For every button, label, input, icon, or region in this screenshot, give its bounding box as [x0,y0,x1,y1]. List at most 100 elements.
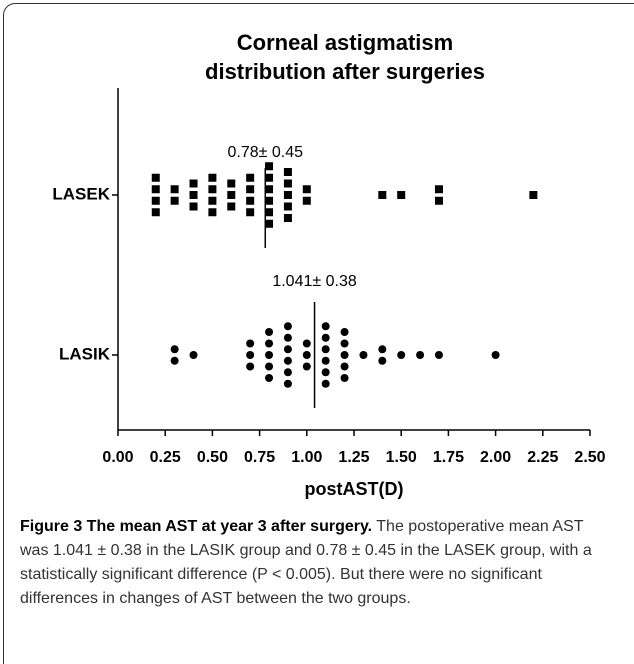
point [321,322,330,331]
point [227,179,236,188]
caption-title: Figure 3 The mean AST at year 3 after su… [20,518,373,535]
point [246,339,255,348]
chart-title: distribution after surgeries [205,59,485,84]
x-tick-label: 1.25 [338,449,369,466]
x-tick-label: 0.75 [244,449,275,466]
point [302,339,311,348]
x-tick-label: 1.75 [433,449,464,466]
chart-title: Corneal astigmatism [237,30,453,55]
point [434,185,443,194]
point [265,162,274,171]
point [283,202,292,211]
point [170,196,179,205]
mean-annotation: 1.041± 0.38 [272,273,357,290]
figure-frame [3,3,634,664]
point [283,191,292,199]
y-tick-label: LASIK [59,344,111,363]
point [378,191,387,199]
point [302,185,311,194]
point [434,351,443,359]
x-tick-label: 1.50 [386,449,417,466]
point [283,368,292,377]
point [170,356,179,365]
x-tick-label: 2.00 [480,449,511,466]
point [227,191,236,199]
x-tick-label: 0.00 [102,449,133,466]
point [491,351,500,359]
point [151,196,160,205]
x-tick-label: 2.25 [527,449,558,466]
point [265,362,274,371]
mean-annotation: 0.78± 0.45 [228,144,304,161]
point [283,379,292,388]
point [189,179,198,188]
point [189,351,198,359]
caption-text: The postoperative mean AST was 1.041 ± 0… [20,518,592,607]
point [378,356,387,365]
page: Corneal astigmatism distribution after s… [3,3,634,664]
point [283,168,292,176]
point [208,208,217,217]
point [340,351,349,359]
point [170,185,179,194]
point [151,173,160,182]
point [340,362,349,371]
point [189,202,198,211]
x-tick-label: 1.00 [291,449,322,466]
point [265,196,274,205]
point [151,208,160,217]
point [265,219,274,228]
caption: Figure 3 The mean AST at year 3 after su… [20,515,610,611]
x-tick-label: 2.50 [574,449,605,466]
point [321,379,330,388]
point [283,345,292,354]
point [265,173,274,182]
point [265,208,274,217]
point [246,173,255,182]
point [340,328,349,336]
point [321,345,330,354]
x-tick-label: 0.25 [150,449,181,466]
point [283,356,292,365]
point [283,322,292,331]
y-tick-label: LASEK [52,184,110,203]
x-tick-label: 0.50 [197,449,228,466]
point [151,185,160,194]
point [208,185,217,194]
point [359,351,368,359]
point [340,374,349,382]
point [227,202,236,211]
point [246,185,255,194]
point [208,196,217,205]
point [265,374,274,382]
point [283,214,292,222]
point [434,196,443,205]
point [302,351,311,359]
point [321,368,330,377]
point [189,191,198,199]
point [265,339,274,348]
chart: Corneal astigmatism distribution after s… [52,30,605,499]
point [246,208,255,217]
point [529,191,538,199]
point [302,196,311,205]
point [283,179,292,188]
point [321,333,330,342]
point [265,351,274,359]
point [321,356,330,365]
point [246,196,255,205]
point [246,362,255,371]
point [302,362,311,371]
point [265,185,274,194]
point [265,328,274,336]
point [397,191,406,199]
point [208,173,217,182]
point [340,339,349,348]
point [378,345,387,354]
point [416,351,425,359]
point [397,351,406,359]
point [170,345,179,354]
point [246,351,255,359]
x-axis-label: postAST(D) [305,479,404,499]
point [283,333,292,342]
